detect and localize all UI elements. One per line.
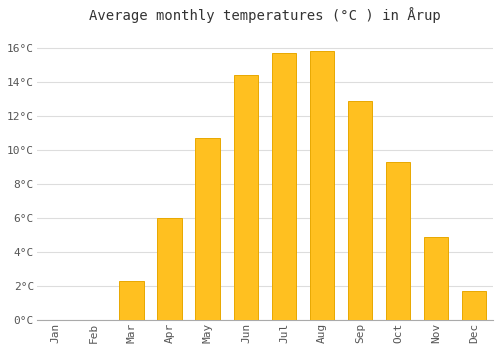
Bar [424, 237, 448, 320]
Bar [348, 101, 372, 320]
Bar [462, 291, 486, 320]
Bar [386, 162, 410, 320]
Bar [234, 75, 258, 320]
Bar [196, 138, 220, 320]
Bar [120, 281, 144, 320]
Title: Average monthly temperatures (°C ) in Årup: Average monthly temperatures (°C ) in År… [89, 7, 441, 23]
Bar [272, 53, 296, 320]
Bar [158, 218, 182, 320]
Bar [310, 51, 334, 320]
